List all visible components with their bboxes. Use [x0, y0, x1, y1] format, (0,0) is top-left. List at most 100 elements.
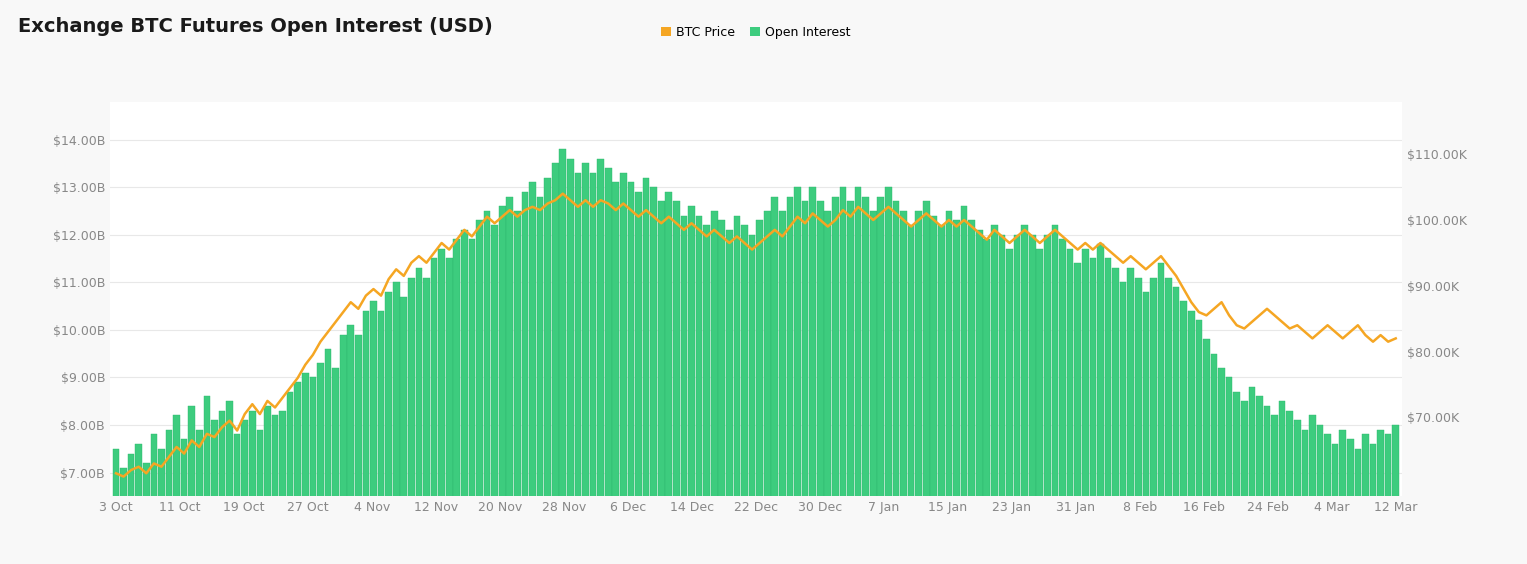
Bar: [173, 416, 180, 564]
Bar: [522, 192, 528, 564]
Bar: [454, 240, 460, 564]
Bar: [431, 258, 437, 564]
Bar: [144, 463, 150, 564]
Bar: [507, 197, 513, 564]
Bar: [870, 211, 876, 564]
Bar: [257, 430, 263, 564]
Bar: [764, 211, 771, 564]
Bar: [469, 240, 475, 564]
Bar: [159, 449, 165, 564]
Bar: [901, 211, 907, 564]
Bar: [855, 187, 861, 564]
Bar: [1173, 287, 1179, 564]
Bar: [136, 444, 142, 564]
Bar: [840, 187, 846, 564]
Bar: [438, 249, 444, 564]
Bar: [1157, 263, 1164, 564]
Bar: [628, 182, 634, 564]
Bar: [1142, 292, 1150, 564]
Bar: [318, 363, 324, 564]
Bar: [953, 221, 960, 564]
Bar: [1293, 420, 1301, 564]
Bar: [1096, 244, 1104, 564]
Bar: [180, 439, 188, 564]
Bar: [151, 434, 157, 564]
Bar: [362, 311, 370, 564]
Bar: [484, 211, 490, 564]
Bar: [218, 411, 226, 564]
Bar: [370, 301, 377, 564]
Bar: [1347, 439, 1353, 564]
Bar: [113, 449, 119, 564]
Bar: [673, 201, 680, 564]
Bar: [400, 297, 408, 564]
Bar: [681, 215, 687, 564]
Bar: [1257, 396, 1263, 564]
Bar: [423, 277, 429, 564]
Bar: [612, 182, 618, 564]
Bar: [1211, 354, 1217, 564]
Bar: [976, 230, 982, 564]
Bar: [446, 258, 452, 564]
Bar: [325, 349, 331, 564]
Bar: [1354, 449, 1361, 564]
Bar: [620, 173, 626, 564]
Bar: [589, 173, 597, 564]
Bar: [203, 396, 211, 564]
Bar: [1037, 249, 1043, 564]
Bar: [1180, 301, 1186, 564]
Bar: [1385, 434, 1391, 564]
Bar: [515, 211, 521, 564]
Bar: [1377, 430, 1383, 564]
Bar: [863, 197, 869, 564]
Bar: [733, 215, 741, 564]
Bar: [1083, 249, 1089, 564]
Bar: [249, 411, 255, 564]
Bar: [1272, 416, 1278, 564]
Bar: [1301, 430, 1309, 564]
Bar: [1006, 249, 1012, 564]
Bar: [415, 268, 423, 564]
Bar: [226, 401, 234, 564]
Bar: [377, 311, 385, 564]
Bar: [1188, 311, 1194, 564]
Bar: [1112, 268, 1119, 564]
Bar: [643, 178, 649, 564]
Bar: [635, 192, 641, 564]
Bar: [878, 197, 884, 564]
Bar: [1226, 377, 1232, 564]
Bar: [1150, 277, 1157, 564]
Bar: [385, 292, 392, 564]
Bar: [597, 158, 605, 564]
Bar: [741, 225, 748, 564]
Bar: [1044, 235, 1051, 564]
Bar: [712, 211, 718, 564]
Bar: [779, 211, 786, 564]
Bar: [559, 149, 567, 564]
Bar: [991, 225, 997, 564]
Bar: [1203, 340, 1209, 564]
Bar: [719, 221, 725, 564]
Bar: [1309, 416, 1316, 564]
Bar: [802, 201, 808, 564]
Bar: [551, 164, 559, 564]
Bar: [817, 201, 823, 564]
Bar: [748, 235, 756, 564]
Bar: [915, 211, 922, 564]
Bar: [1196, 320, 1202, 564]
Bar: [1135, 277, 1142, 564]
Bar: [354, 334, 362, 564]
Bar: [1249, 387, 1255, 564]
Bar: [544, 178, 551, 564]
Bar: [696, 215, 702, 564]
Bar: [287, 391, 293, 564]
Bar: [295, 382, 301, 564]
Bar: [1052, 225, 1058, 564]
Bar: [582, 164, 589, 564]
Bar: [1219, 368, 1225, 564]
Bar: [1119, 282, 1127, 564]
Bar: [211, 420, 218, 564]
Bar: [341, 334, 347, 564]
Bar: [960, 206, 968, 564]
Bar: [1014, 235, 1020, 564]
